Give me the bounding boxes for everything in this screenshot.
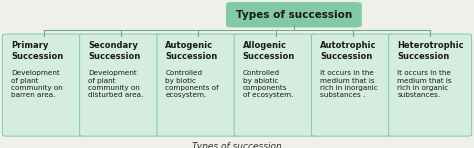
Text: Primary
Succession: Primary Succession bbox=[11, 41, 63, 61]
Text: Types of succession: Types of succession bbox=[236, 10, 352, 20]
FancyBboxPatch shape bbox=[227, 3, 361, 27]
FancyBboxPatch shape bbox=[234, 34, 317, 136]
FancyBboxPatch shape bbox=[311, 34, 394, 136]
Text: Controlled
by abiotic
components
of ecosystem.: Controlled by abiotic components of ecos… bbox=[243, 70, 293, 98]
FancyBboxPatch shape bbox=[80, 34, 163, 136]
Text: Secondary
Succession: Secondary Succession bbox=[88, 41, 140, 61]
Text: It occurs in the
medium that is
rich in organic
substances.: It occurs in the medium that is rich in … bbox=[397, 70, 452, 98]
Text: Development
of plant
community on
disturbed area.: Development of plant community on distur… bbox=[88, 70, 144, 98]
Text: Allogenic
Succession: Allogenic Succession bbox=[243, 41, 295, 61]
Text: It occurs in the
medium that is
rich in inorganic
substances .: It occurs in the medium that is rich in … bbox=[320, 70, 378, 98]
Text: Types of succession: Types of succession bbox=[192, 142, 282, 148]
Text: Heterotrophic
Succession: Heterotrophic Succession bbox=[397, 41, 464, 61]
Text: Autogenic
Succession: Autogenic Succession bbox=[165, 41, 218, 61]
Text: Development
of plant
community on
barren area.: Development of plant community on barren… bbox=[11, 70, 63, 98]
FancyBboxPatch shape bbox=[157, 34, 240, 136]
Text: Autotrophic
Succession: Autotrophic Succession bbox=[320, 41, 376, 61]
FancyBboxPatch shape bbox=[389, 34, 472, 136]
FancyBboxPatch shape bbox=[2, 34, 85, 136]
Text: Controlled
by biotic
components of
ecosystem.: Controlled by biotic components of ecosy… bbox=[165, 70, 219, 98]
